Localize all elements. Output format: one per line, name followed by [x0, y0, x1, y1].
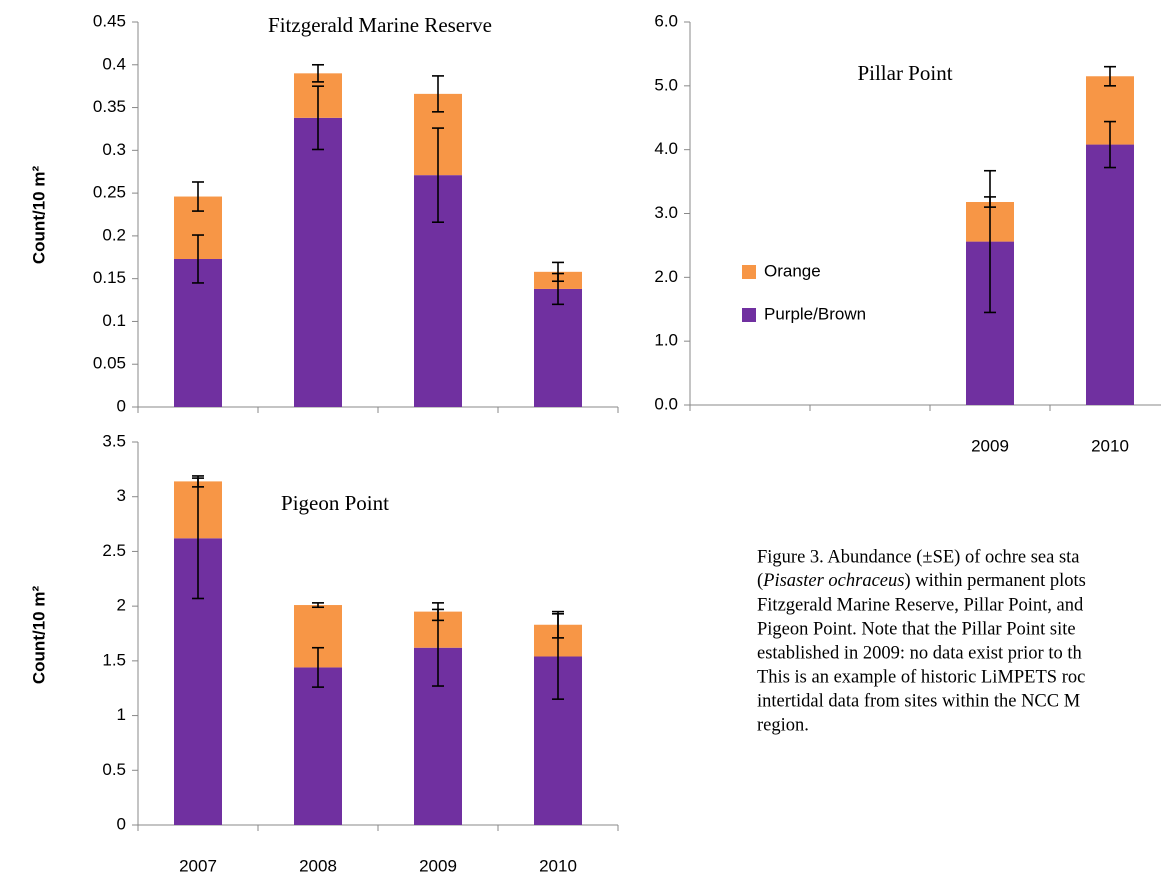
caption-italic: Pisaster ochraceus	[762, 571, 904, 591]
y-tick-label: 0.5	[102, 760, 126, 779]
x-tick-label: 2009	[971, 436, 1009, 455]
chart-title: Pillar Point	[857, 61, 952, 85]
y-tick-label: 2.0	[654, 267, 678, 286]
legend-swatch	[742, 308, 756, 322]
caption-line: (Pisaster ochraceus) within permanent pl…	[757, 571, 1086, 591]
error-bar	[432, 602, 444, 622]
caption-line: Fitzgerald Marine Reserve, Pillar Point,…	[757, 595, 1084, 615]
error-bar	[312, 63, 324, 83]
error-bar	[552, 610, 564, 639]
y-tick-label: 3.5	[102, 431, 126, 450]
chart: 0 0.5 1 1.5 2 2.5 3 3.5 Pigeon Point Count/10 m² 2…	[29, 431, 619, 875]
y-tick-label: 0.4	[102, 54, 126, 73]
y-tick-label: 1.5	[102, 650, 126, 669]
x-tick-label: 2008	[299, 856, 337, 875]
caption-line: Figure 3. Abundance (±SE) of ochre sea s…	[757, 547, 1080, 567]
x-tick-label: 2009	[419, 856, 457, 875]
y-tick-label: 3.0	[654, 203, 678, 222]
y-tick-label: 0.2	[102, 225, 126, 244]
caption-line: This is an example of historic LiMPETS r…	[757, 667, 1085, 687]
y-tick-label: 2	[117, 596, 126, 615]
error-bar	[432, 127, 444, 223]
legend-swatch	[742, 265, 756, 279]
bar-segment	[294, 117, 342, 408]
y-tick-label: 0	[117, 396, 126, 415]
y-tick-label: 0.45	[93, 11, 126, 30]
y-tick-label: 4.0	[654, 139, 678, 158]
caption: Figure 3. Abundance (±SE) of ochre sea s…	[757, 547, 1086, 735]
error-bar	[1104, 65, 1116, 87]
y-tick-label: 3	[117, 486, 126, 505]
error-bar	[984, 169, 996, 314]
y-tick-label: 1	[117, 705, 126, 724]
error-bar	[312, 85, 324, 151]
y-tick-label: 0.35	[93, 97, 126, 116]
caption-text: (	[757, 571, 763, 591]
error-bar	[552, 261, 564, 283]
y-tick-label: 2.5	[102, 541, 126, 560]
bar-segment	[294, 667, 342, 825]
y-tick-label: 5.0	[654, 75, 678, 94]
y-tick-label: 0.1	[102, 311, 126, 330]
caption-line: intertidal data from sites within the NC…	[757, 691, 1080, 711]
error-bar	[984, 196, 996, 208]
caption-line: established in 2009: no data exist prior…	[757, 643, 1082, 663]
error-bar	[312, 602, 324, 609]
x-tick-label: 2007	[179, 856, 217, 875]
error-bar	[432, 75, 444, 113]
legend-label: Orange	[764, 261, 821, 280]
error-bar	[1104, 120, 1116, 169]
error-bar	[312, 646, 324, 688]
chart: 0.0 1.0 2.0 3.0 4.0 5.0 6.0 Pillar Point 2009 201…	[654, 11, 1161, 455]
bar-segment	[1086, 144, 1134, 405]
y-tick-label: 6.0	[654, 11, 678, 30]
bar-segment	[534, 288, 582, 407]
y-tick-label: 0.25	[93, 183, 126, 202]
chart-title: Pigeon Point	[281, 491, 389, 515]
y-tick-label: 0.0	[654, 394, 678, 413]
legend-label: Purple/Brown	[764, 304, 866, 323]
y-tick-label: 0	[117, 814, 126, 833]
x-tick-label: 2010	[1091, 436, 1129, 455]
y-tick-label: 0.05	[93, 354, 126, 373]
error-bar	[192, 475, 204, 488]
y-tick-label: 1.0	[654, 331, 678, 350]
caption-line: region.	[757, 715, 809, 735]
y-tick-label: 0.15	[93, 268, 126, 287]
error-bar	[192, 234, 204, 284]
y-axis-label: Count/10 m²	[29, 166, 48, 265]
chart: 0 0.05 0.1 0.15 0.2 0.25 0.3 0.35 0.4 0.45 Fitzger…	[29, 11, 619, 415]
x-tick-label: 2010	[539, 856, 577, 875]
chart-title: Fitzgerald Marine Reserve	[268, 13, 492, 37]
y-axis-label: Count/10 m²	[29, 586, 48, 685]
error-bar	[192, 181, 204, 212]
caption-text: ) within permanent plots	[904, 571, 1085, 591]
y-tick-label: 0.3	[102, 140, 126, 159]
caption-line: Pigeon Point. Note that the Pillar Point…	[757, 619, 1076, 639]
